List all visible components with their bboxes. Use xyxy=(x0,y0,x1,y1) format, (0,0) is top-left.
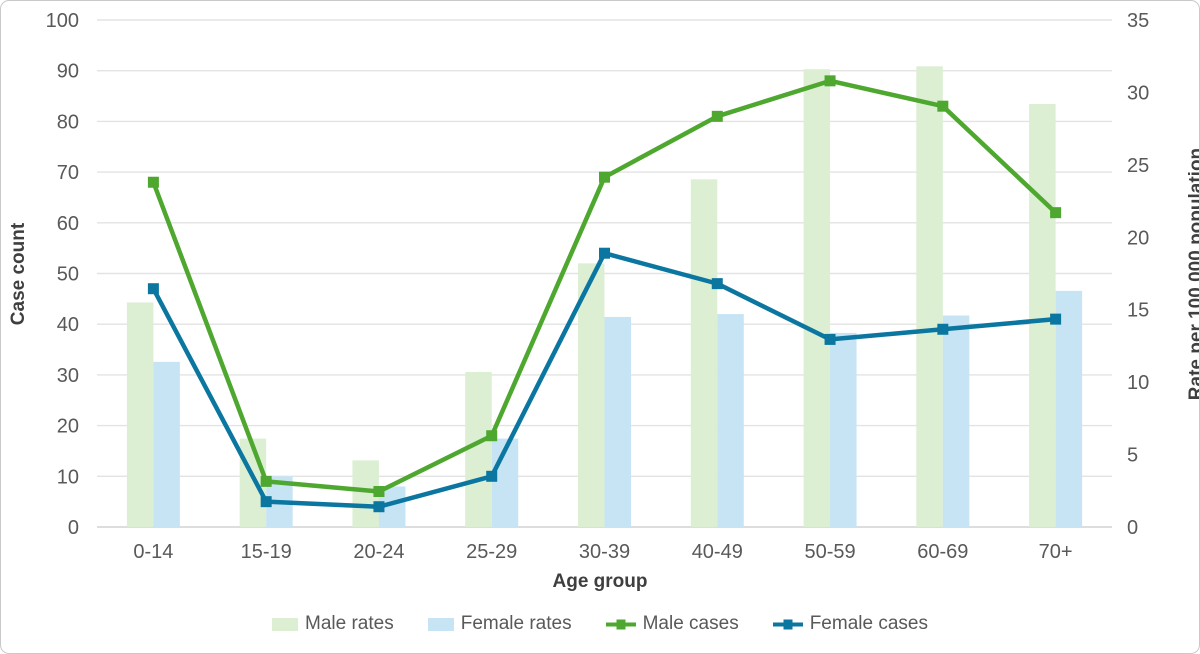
svg-text:60: 60 xyxy=(57,213,79,235)
bar-female-rates-70- xyxy=(1055,290,1083,527)
marker-male-cases-25-29 xyxy=(486,430,498,442)
line-male-cases xyxy=(147,75,1062,498)
marker-male-cases-50-59 xyxy=(824,75,836,87)
svg-text:100: 100 xyxy=(46,10,79,32)
marker-female-cases-40-49 xyxy=(711,278,723,290)
svg-text:10: 10 xyxy=(57,466,79,488)
marker-female-cases-0-14 xyxy=(147,283,159,295)
svg-text:15: 15 xyxy=(1127,300,1149,322)
svg-text:5: 5 xyxy=(1127,445,1138,467)
svg-text:50: 50 xyxy=(57,264,79,286)
marker-female-cases-20-24 xyxy=(373,501,385,513)
bar-female-rates-40-49 xyxy=(717,314,744,527)
line-female-cases xyxy=(147,247,1062,513)
marker-male-cases-20-24 xyxy=(373,486,385,498)
marker-female-cases-50-59 xyxy=(824,333,836,345)
svg-text:70: 70 xyxy=(57,162,79,184)
svg-text:20-24: 20-24 xyxy=(353,541,404,563)
bar-male-rates-50-59 xyxy=(803,69,831,527)
svg-text:10: 10 xyxy=(1127,372,1149,394)
svg-text:0: 0 xyxy=(68,517,79,539)
svg-text:0-14: 0-14 xyxy=(133,541,173,563)
legend-item-male-rates: Male rates xyxy=(272,613,394,635)
marker-male-cases-60-69 xyxy=(937,100,949,112)
svg-text:35: 35 xyxy=(1127,10,1149,32)
legend-swatch-female-rates xyxy=(427,617,454,631)
marker-female-cases-60-69 xyxy=(937,323,949,335)
svg-text:30-39: 30-39 xyxy=(579,541,630,563)
bar-female-rates-50-59 xyxy=(830,332,857,527)
left-axis-title: Case count xyxy=(8,222,29,326)
legend-label-male-cases: Male cases xyxy=(642,613,739,634)
bar-male-rates-60-69 xyxy=(916,66,943,528)
right-axis-ticks: 0 5 10 15 20 25 30 35 xyxy=(1127,10,1149,539)
legend-label-female-rates: Female rates xyxy=(460,613,572,634)
bar-female-rates-0-14 xyxy=(153,361,180,527)
x-axis-labels: 0-14 15-19 20-24 25-29 30-39 40-49 50-59 60-69 7… xyxy=(133,541,1072,563)
legend-item-female-cases: Female cases xyxy=(772,613,928,635)
marker-male-cases-40-49 xyxy=(711,110,723,122)
bar-male-rates-25-29 xyxy=(465,372,492,527)
legend-label-female-cases: Female cases xyxy=(809,613,928,634)
bar-male-rates-0-14 xyxy=(126,302,154,527)
bar-male-rates-30-39 xyxy=(578,263,605,527)
svg-text:20: 20 xyxy=(1127,227,1149,249)
svg-text:25-29: 25-29 xyxy=(466,541,517,563)
svg-text:40-49: 40-49 xyxy=(692,541,743,563)
legend-label-male-rates: Male rates xyxy=(305,613,394,634)
marker-female-cases-30-39 xyxy=(599,247,610,259)
svg-text:70+: 70+ xyxy=(1039,541,1073,563)
svg-text:40: 40 xyxy=(57,314,79,336)
svg-text:30: 30 xyxy=(57,365,79,387)
right-axis-title: Rate per 100,000 population xyxy=(1186,147,1200,401)
legend-item-female-rates: Female rates xyxy=(427,613,572,635)
svg-text:50-59: 50-59 xyxy=(804,541,855,563)
svg-text:0: 0 xyxy=(1127,517,1138,539)
svg-text:25: 25 xyxy=(1127,155,1149,177)
legend-swatch-female-cases xyxy=(772,619,803,629)
marker-female-cases-15-19 xyxy=(260,496,272,508)
x-axis-title: Age group xyxy=(552,571,648,592)
left-axis-ticks: 0 10 20 30 40 50 60 70 80 90 100 xyxy=(46,10,79,539)
svg-text:90: 90 xyxy=(57,61,79,83)
marker-male-cases-30-39 xyxy=(599,171,610,183)
legend-swatch-male-rates xyxy=(272,617,299,631)
legend-item-male-cases: Male cases xyxy=(605,613,739,635)
marker-female-cases-70- xyxy=(1050,313,1062,325)
marker-female-cases-25-29 xyxy=(486,470,498,482)
bar-female-rates-30-39 xyxy=(604,316,631,527)
legend-swatch-male-cases xyxy=(605,619,636,629)
svg-text:80: 80 xyxy=(57,111,79,133)
chart-legend: Male rates Female rates Male cases Female c… xyxy=(1,613,1199,635)
marker-male-cases-70- xyxy=(1050,207,1062,219)
svg-text:20: 20 xyxy=(57,416,79,438)
marker-male-cases-0-14 xyxy=(147,176,159,188)
marker-male-cases-15-19 xyxy=(260,475,272,487)
svg-text:30: 30 xyxy=(1127,82,1149,104)
svg-text:15-19: 15-19 xyxy=(241,541,292,563)
bars-male-rates xyxy=(126,66,1056,528)
bar-female-rates-60-69 xyxy=(942,315,970,527)
bar-male-rates-40-49 xyxy=(690,179,718,528)
svg-text:60-69: 60-69 xyxy=(917,541,968,563)
